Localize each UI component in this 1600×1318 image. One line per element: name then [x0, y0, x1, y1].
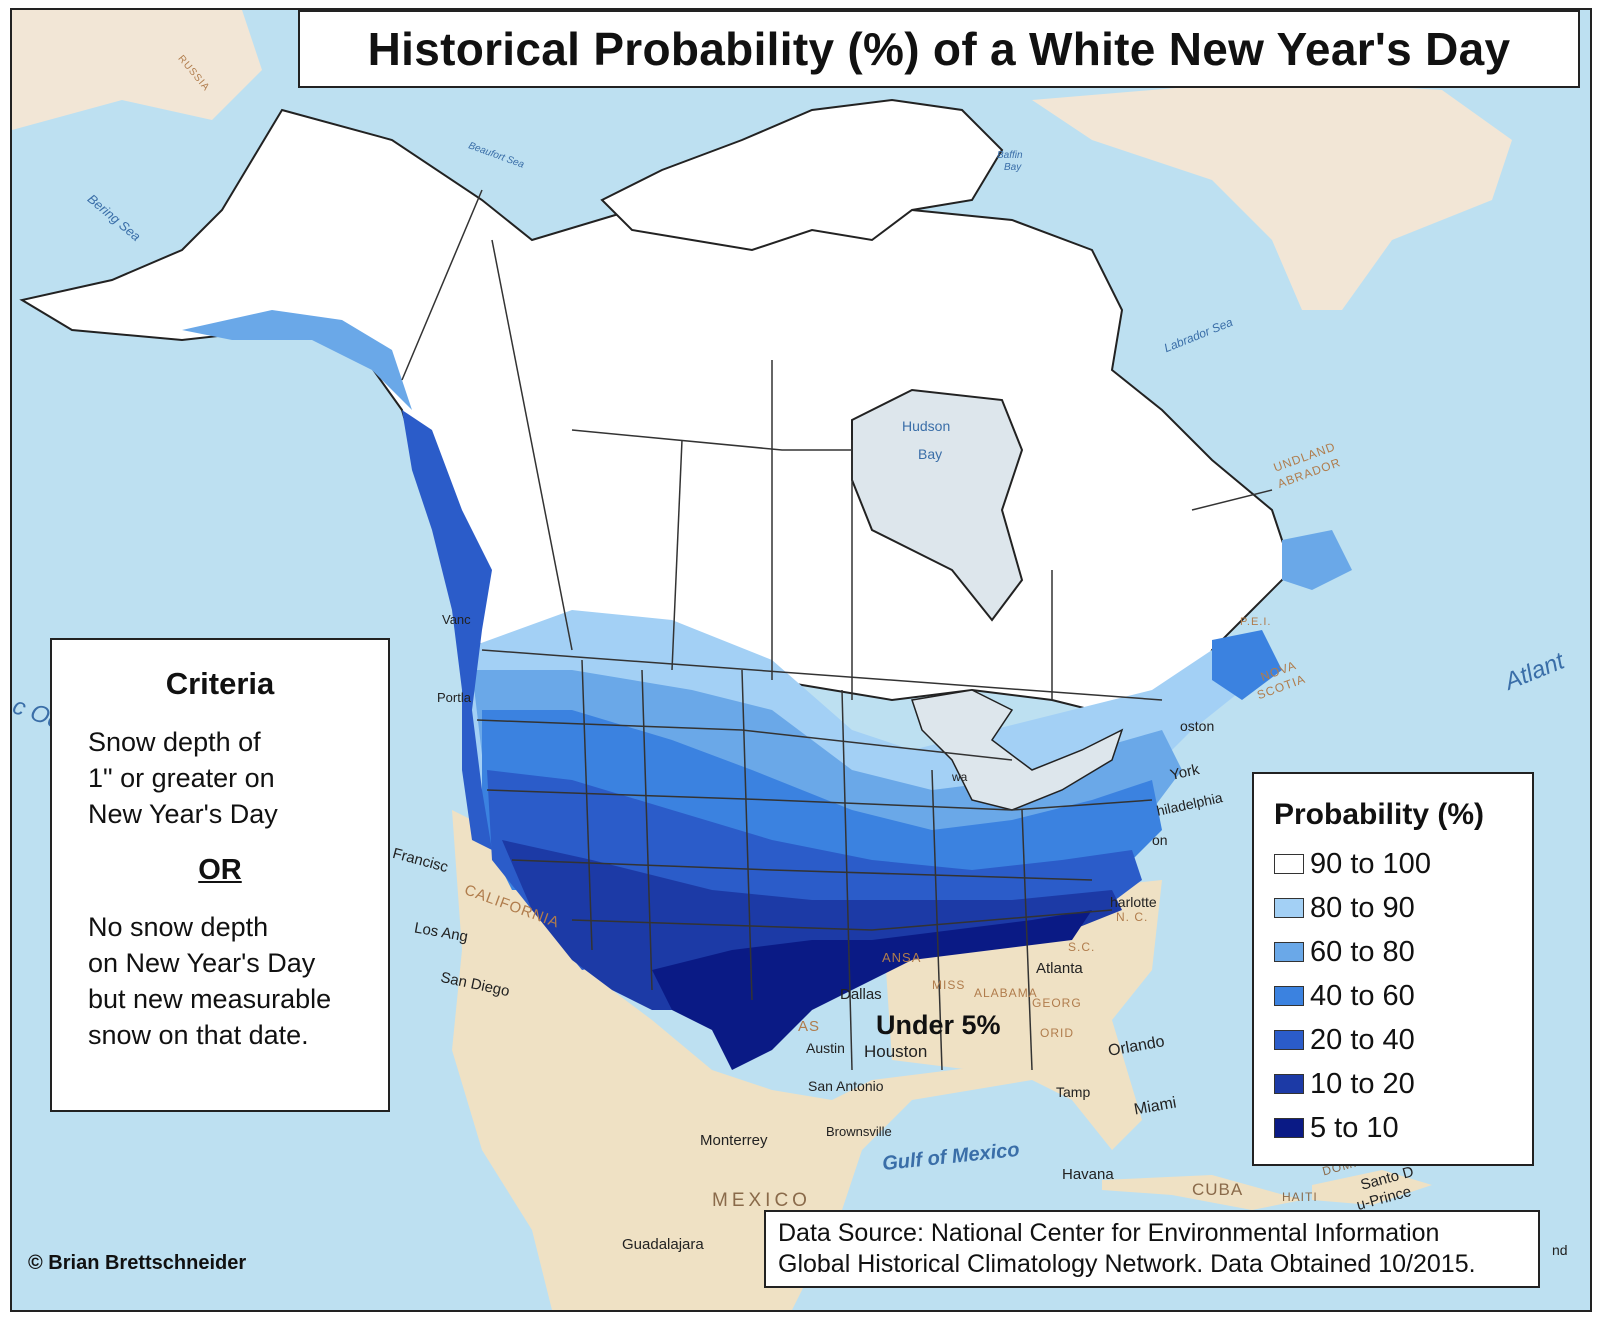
band-5-10 — [652, 910, 1092, 1070]
title-box: Historical Probability (%) of a White Ne… — [298, 10, 1580, 88]
criteria-line1-a: Snow depth of — [88, 727, 261, 757]
map-frame: Bering Sea Beaufort Sea Baffin Bay Labra… — [10, 8, 1592, 1312]
legend-label: 60 to 80 — [1310, 935, 1415, 968]
label-texas: AS — [798, 1018, 821, 1035]
label-ottawa: wa — [952, 770, 968, 784]
hudson-bay — [851, 388, 1024, 622]
label-baffin-bay-2: Bay — [1004, 162, 1022, 173]
criteria-line2-b: on New Year's Day — [88, 948, 316, 978]
legend-item: 90 to 100 — [1274, 842, 1532, 886]
label-cuba: CUBA — [1192, 1180, 1244, 1199]
band-10-20 — [502, 840, 1122, 1010]
legend-box: Probability (%) 90 to 100 80 to 90 60 to 8… — [1252, 772, 1534, 1166]
criteria-line2-c: but new measurable — [88, 984, 332, 1014]
legend-swatch — [1274, 986, 1304, 1006]
label-boston: oston — [1180, 718, 1215, 734]
legend-label: 10 to 20 — [1310, 1067, 1415, 1100]
source-line-2: Global Historical Climatology Network. D… — [778, 1250, 1476, 1278]
label-san-antonio: San Antonio — [808, 1078, 884, 1094]
legend-swatch — [1274, 942, 1304, 962]
legend-items: 90 to 100 80 to 90 60 to 80 40 to 60 20 to 4… — [1274, 842, 1532, 1150]
great-lakes — [911, 689, 1124, 811]
legend-item: 20 to 40 — [1274, 1018, 1532, 1062]
source-box: Data Source: National Center for Environ… — [764, 1210, 1540, 1288]
pacific-coast-band — [402, 410, 492, 850]
label-charlotte: harlotte — [1110, 894, 1157, 910]
label-washington: on — [1152, 832, 1168, 848]
arctic-islands — [600, 98, 1004, 252]
legend-item: 80 to 90 — [1274, 886, 1532, 930]
source-line-1: Data Source: National Center for Environ… — [778, 1219, 1440, 1247]
label-guadalajara: Guadalajara — [622, 1236, 704, 1253]
label-brownsville: Brownsville — [826, 1124, 892, 1139]
label-mexico: MEXICO — [712, 1190, 811, 1211]
label-dallas: Dallas — [840, 986, 882, 1003]
label-hudson-bay-2: Bay — [918, 446, 943, 462]
criteria-or: OR — [198, 854, 242, 886]
label-alabama: ALABAMA — [974, 986, 1038, 1000]
page-title: Historical Probability (%) of a White Ne… — [367, 23, 1511, 75]
label-monterrey: Monterrey — [700, 1132, 768, 1149]
legend-swatch — [1274, 1030, 1304, 1050]
legend-swatch — [1274, 1074, 1304, 1094]
russia-landmass — [12, 10, 262, 130]
legend-item: 10 to 20 — [1274, 1062, 1532, 1106]
criteria-heading: Criteria — [165, 666, 275, 701]
criteria-line2-a: No snow depth — [88, 912, 269, 942]
label-portland: Portla — [437, 690, 471, 705]
label-mississippi: MISS — [932, 978, 966, 992]
label-havana: Havana — [1062, 1166, 1114, 1183]
label-florida: ORID — [1040, 1026, 1074, 1040]
province-boundaries — [401, 189, 1273, 700]
legend-title: Probability (%) — [1274, 798, 1485, 831]
legend-item: 5 to 10 — [1274, 1106, 1532, 1150]
criteria-box: Criteria Snow depth of 1" or greater on … — [50, 638, 390, 1112]
legend-label: 5 to 10 — [1310, 1111, 1399, 1144]
legend-swatch — [1274, 1118, 1304, 1138]
legend-swatch — [1274, 898, 1304, 918]
criteria-line1-b: 1" or greater on — [88, 763, 275, 793]
southern-landmass — [452, 810, 1132, 1310]
label-corner: nd — [1552, 1242, 1568, 1258]
criteria-line2-d: snow on that date. — [88, 1020, 309, 1050]
newfoundland-band — [1282, 530, 1352, 590]
label-tampa: Tamp — [1056, 1084, 1091, 1100]
legend-item: 40 to 60 — [1274, 974, 1532, 1018]
legend-label: 80 to 90 — [1310, 891, 1415, 924]
under-five-percent-label: Under 5% — [876, 1010, 1001, 1040]
legend-label: 40 to 60 — [1310, 979, 1415, 1012]
alaska-coast-band — [182, 310, 412, 410]
label-baffin-bay-1: Baffin — [997, 150, 1023, 161]
hispaniola-landmass — [1312, 1170, 1432, 1205]
credit-text: © Brian Brettschneider — [28, 1252, 247, 1274]
greenland-landmass — [1032, 80, 1512, 310]
nova-scotia-band — [1212, 630, 1282, 700]
label-haiti: HAITI — [1282, 1190, 1318, 1204]
label-south-carolina: S.C. — [1068, 940, 1096, 954]
label-north-carolina: N. C. — [1116, 910, 1149, 924]
label-georgia: GEORG — [1032, 996, 1082, 1010]
label-pei: P.E.I. — [1240, 616, 1272, 628]
legend-label: 20 to 40 — [1310, 1023, 1415, 1056]
label-austin: Austin — [806, 1040, 845, 1056]
criteria-line1-c: New Year's Day — [88, 799, 278, 829]
legend-item: 60 to 80 — [1274, 930, 1532, 974]
label-atlanta: Atlanta — [1036, 960, 1083, 977]
legend-label: 90 to 100 — [1310, 847, 1431, 880]
label-hudson-bay-1: Hudson — [902, 418, 951, 434]
legend-swatch — [1274, 854, 1304, 874]
label-arkansas: ANSA — [882, 950, 922, 965]
state-boundaries — [476, 649, 1163, 1071]
label-houston: Houston — [864, 1042, 928, 1061]
label-vancouver: Vanc — [442, 612, 471, 627]
cuba-landmass — [1102, 1175, 1302, 1210]
